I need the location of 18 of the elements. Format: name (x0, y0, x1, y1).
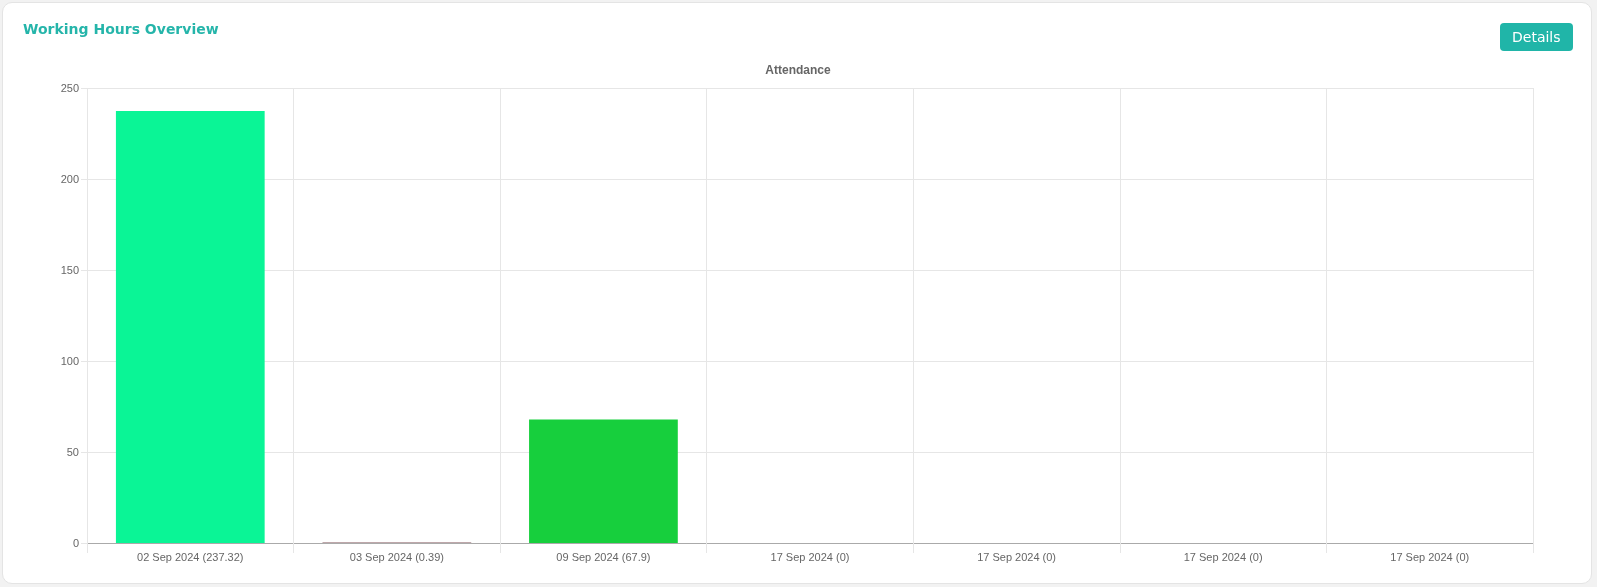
x-tick-label: 09 Sep 2024 (67.9) (556, 550, 651, 563)
y-tick-label: 250 (60, 82, 79, 94)
y-tick-label: 200 (60, 173, 79, 185)
x-tick-label: 17 Sep 2024 (0) (977, 550, 1057, 563)
details-button[interactable]: Details (1500, 23, 1573, 51)
bar (529, 419, 678, 543)
y-tick-label: 0 (72, 537, 79, 549)
chart-title: Working Hours Overview (23, 21, 219, 37)
x-tick-label: 02 Sep 2024 (237.32) (137, 550, 244, 563)
y-tick-label: 50 (66, 446, 79, 458)
x-tick-label: 17 Sep 2024 (0) (1390, 550, 1470, 563)
x-tick-label: 17 Sep 2024 (0) (770, 550, 850, 563)
chart-subtitle: Attendance (765, 63, 831, 77)
y-tick-label: 150 (60, 264, 79, 276)
bar (115, 111, 265, 543)
y-tick-label: 100 (60, 355, 79, 367)
x-tick-label: 03 Sep 2024 (0.39) (349, 550, 444, 563)
x-tick-label: 17 Sep 2024 (0) (1183, 550, 1263, 563)
